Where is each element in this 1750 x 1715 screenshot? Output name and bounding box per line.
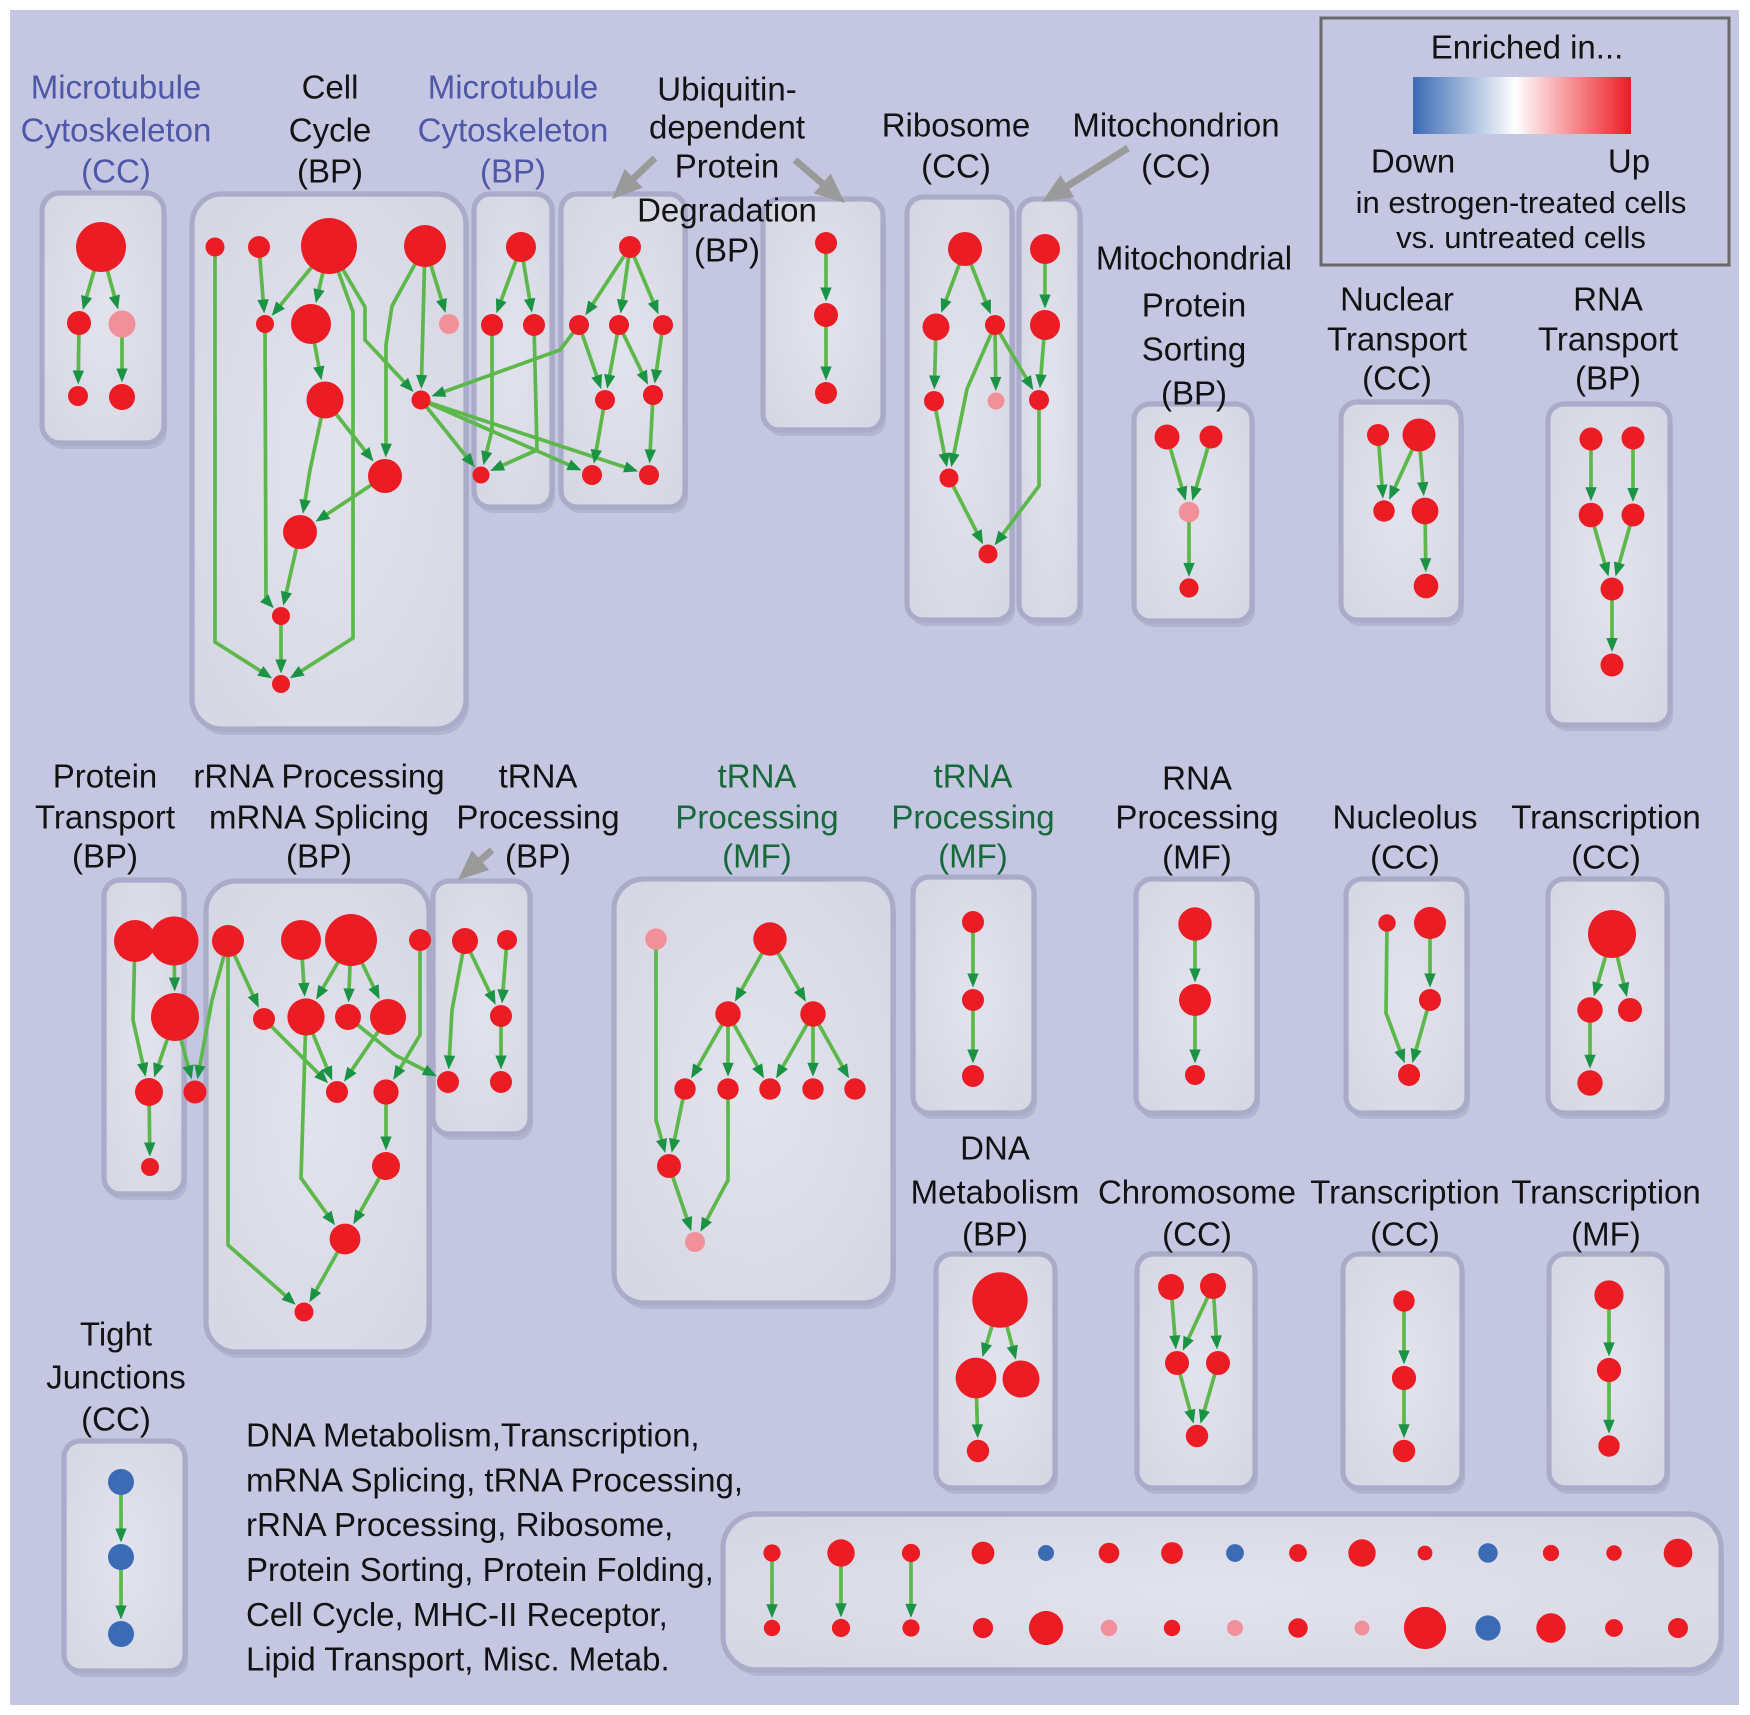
svg-text:Cycle: Cycle [289,112,372,149]
svg-text:Chromosome: Chromosome [1098,1174,1296,1211]
svg-text:Transport: Transport [35,799,175,836]
svg-text:dependent: dependent [649,109,805,146]
svg-text:(CC): (CC) [1141,148,1211,185]
svg-text:Processing: Processing [675,799,838,836]
svg-text:(MF): (MF) [722,838,792,875]
svg-text:Junctions: Junctions [46,1359,185,1396]
svg-text:(CC): (CC) [1571,839,1641,876]
svg-text:Protein: Protein [1142,287,1247,324]
svg-text:vs. untreated cells: vs. untreated cells [1396,220,1646,255]
svg-text:tRNA: tRNA [934,758,1013,795]
svg-text:Processing: Processing [456,799,619,836]
svg-text:Cell Cycle, MHC-II Receptor,: Cell Cycle, MHC-II Receptor, [246,1596,668,1633]
svg-text:(CC): (CC) [1362,360,1432,397]
svg-text:rRNA Processing, Ribosome,: rRNA Processing, Ribosome, [246,1506,673,1543]
svg-text:DNA Metabolism,Transcription,: DNA Metabolism,Transcription, [246,1417,700,1454]
svg-text:Transport: Transport [1327,321,1467,358]
svg-text:Cytoskeleton: Cytoskeleton [418,112,609,149]
svg-text:Nucleolus: Nucleolus [1333,799,1478,836]
svg-text:(CC): (CC) [1370,1216,1440,1253]
svg-text:(BP): (BP) [1161,375,1227,412]
svg-text:tRNA: tRNA [499,758,578,795]
svg-text:Processing: Processing [1115,799,1278,836]
svg-text:Ribosome: Ribosome [882,107,1031,144]
svg-text:Mitochondrion: Mitochondrion [1072,107,1279,144]
svg-text:Cell: Cell [302,69,359,106]
svg-text:RNA: RNA [1573,281,1643,318]
svg-text:Processing: Processing [891,799,1054,836]
svg-text:Microtubule: Microtubule [31,69,202,106]
svg-text:(CC): (CC) [1162,1216,1232,1253]
svg-text:(BP): (BP) [286,838,352,875]
svg-text:Tight: Tight [80,1316,152,1353]
svg-text:Metabolism: Metabolism [911,1174,1080,1211]
svg-text:Transcription: Transcription [1511,799,1701,836]
svg-text:RNA: RNA [1162,760,1232,797]
svg-text:Microtubule: Microtubule [428,69,599,106]
svg-text:(MF): (MF) [1162,839,1232,876]
svg-text:Sorting: Sorting [1142,331,1247,368]
svg-text:(CC): (CC) [81,1401,151,1438]
svg-text:Protein Sorting, Protein Foldi: Protein Sorting, Protein Folding, [246,1551,714,1588]
svg-text:(BP): (BP) [480,153,546,190]
svg-text:Transport: Transport [1538,321,1678,358]
svg-text:(BP): (BP) [297,153,363,190]
svg-text:mRNA Splicing, tRNA Processing: mRNA Splicing, tRNA Processing, [246,1461,743,1498]
svg-text:Protein: Protein [675,148,780,185]
svg-text:rRNA Processing: rRNA Processing [193,758,444,795]
svg-text:Lipid Transport, Misc. Metab.: Lipid Transport, Misc. Metab. [246,1641,670,1678]
svg-text:Transcription: Transcription [1511,1174,1701,1211]
svg-text:Mitochondrial: Mitochondrial [1096,240,1292,277]
svg-text:(CC): (CC) [921,148,991,185]
svg-text:Down: Down [1371,143,1455,180]
svg-text:Nuclear: Nuclear [1340,281,1454,318]
svg-text:(MF): (MF) [938,838,1008,875]
svg-text:Cytoskeleton: Cytoskeleton [21,112,212,149]
svg-text:Transcription: Transcription [1310,1174,1500,1211]
svg-text:Degradation: Degradation [637,192,817,229]
svg-text:(BP): (BP) [72,838,138,875]
svg-text:(BP): (BP) [694,232,760,269]
svg-text:Protein: Protein [53,758,158,795]
svg-text:(BP): (BP) [1575,360,1641,397]
svg-text:in estrogen-treated cells: in estrogen-treated cells [1356,185,1687,220]
svg-text:(BP): (BP) [505,838,571,875]
svg-text:(MF): (MF) [1571,1216,1641,1253]
svg-text:Ubiquitin-: Ubiquitin- [657,71,796,108]
svg-text:(CC): (CC) [1370,839,1440,876]
svg-text:Up: Up [1608,143,1650,180]
svg-text:tRNA: tRNA [718,758,797,795]
svg-text:DNA: DNA [960,1130,1030,1167]
svg-text:mRNA Splicing: mRNA Splicing [209,799,429,836]
svg-text:(BP): (BP) [962,1216,1028,1253]
svg-text:(CC): (CC) [81,153,151,190]
svg-text:Enriched in...: Enriched in... [1431,29,1624,66]
